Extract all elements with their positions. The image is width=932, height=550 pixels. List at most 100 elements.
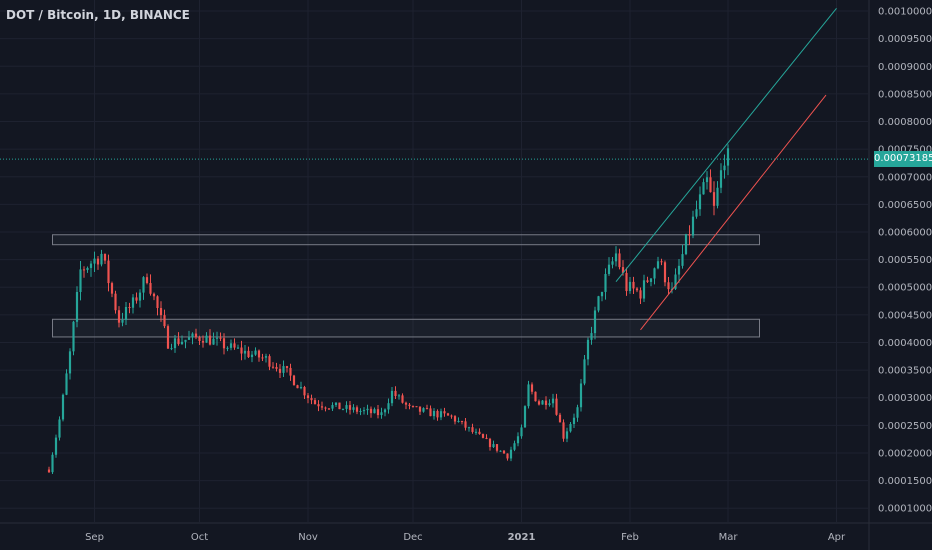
- candle-body: [684, 234, 688, 255]
- channel-line-lower: [640, 94, 827, 331]
- candle-body: [709, 177, 712, 193]
- candle-body: [453, 416, 457, 422]
- candle-body: [397, 395, 401, 397]
- x-tick-label: Feb: [621, 532, 639, 543]
- zone-box: [52, 234, 760, 246]
- candle-body: [369, 408, 373, 414]
- candle-body: [579, 383, 583, 408]
- candle-body: [149, 282, 152, 294]
- candle-body: [61, 394, 65, 420]
- candle-body: [114, 293, 117, 311]
- candle-body: [268, 356, 271, 367]
- candle-body: [506, 453, 509, 459]
- candle-body: [695, 209, 698, 217]
- candle-body: [184, 339, 187, 342]
- candle-body: [128, 306, 131, 308]
- candle-body: [464, 421, 467, 428]
- candle-body: [86, 267, 89, 271]
- candle-body: [502, 450, 506, 454]
- candle-body: [555, 398, 558, 415]
- candle-body: [177, 338, 180, 345]
- candle-body: [457, 420, 460, 422]
- candle-body: [663, 262, 667, 283]
- candle-body: [649, 278, 653, 282]
- y-tick-label: 0.00010000: [878, 504, 932, 515]
- candle-body: [194, 333, 198, 338]
- candle-body: [366, 408, 369, 411]
- candle-body: [170, 348, 173, 350]
- candle-body: [79, 269, 82, 293]
- x-tick-label: Mar: [719, 532, 739, 543]
- chart-title: DOT / Bitcoin, 1D, BINANCE: [6, 8, 190, 22]
- candle-body: [565, 431, 569, 439]
- candle-body: [236, 347, 240, 349]
- candle-body: [467, 427, 471, 429]
- x-tick-label: Apr: [828, 532, 846, 543]
- candle-body: [600, 291, 604, 297]
- candle-body: [422, 408, 425, 412]
- candle-body: [394, 390, 397, 397]
- support-resistance-zones: [52, 234, 760, 338]
- candle-body: [317, 404, 320, 407]
- candle-body: [425, 408, 429, 410]
- candle-body: [58, 419, 61, 438]
- candle-body: [485, 437, 488, 439]
- candle-body: [551, 398, 555, 404]
- candle-body: [75, 292, 79, 322]
- candle-body: [208, 335, 212, 345]
- candle-body: [593, 310, 597, 334]
- candle-body: [163, 315, 166, 327]
- candle-body: [544, 400, 548, 406]
- candle-body: [653, 268, 656, 279]
- x-tick-label: Sep: [85, 532, 104, 543]
- candle-body: [310, 398, 313, 401]
- candle-body: [205, 335, 208, 343]
- candle-body: [201, 341, 205, 343]
- candle-body: [628, 281, 632, 292]
- candle-body: [632, 281, 635, 289]
- candle-body: [219, 337, 222, 339]
- candle-body: [513, 443, 516, 450]
- candle-body: [250, 354, 254, 358]
- x-tick-label: Dec: [403, 532, 422, 543]
- candle-body: [303, 387, 306, 396]
- candle-body: [660, 261, 663, 263]
- candle-body: [576, 407, 579, 418]
- candle-body: [152, 293, 156, 297]
- candle-body: [548, 403, 551, 406]
- candle-body: [530, 384, 534, 392]
- candle-body: [68, 351, 72, 374]
- candle-body: [306, 395, 310, 399]
- candle-body: [145, 277, 149, 283]
- candle-body: [401, 395, 404, 403]
- candle-body: [285, 366, 289, 368]
- candle-body: [572, 417, 576, 425]
- candle-body: [492, 444, 495, 448]
- candle-body: [107, 260, 110, 284]
- candle-body: [254, 350, 257, 355]
- candle-body: [450, 415, 453, 417]
- candle-body: [443, 411, 446, 414]
- candle-body: [292, 375, 296, 386]
- candle-body: [688, 234, 691, 236]
- candle-body: [320, 406, 324, 408]
- candle-body: [527, 384, 530, 407]
- candle-body: [117, 310, 121, 323]
- candle-body: [705, 177, 709, 183]
- candle-body: [138, 292, 142, 301]
- candle-body: [611, 261, 614, 265]
- candle-body: [460, 420, 464, 422]
- candle-body: [338, 402, 341, 410]
- candle-body: [282, 366, 285, 373]
- candle-body: [296, 385, 299, 389]
